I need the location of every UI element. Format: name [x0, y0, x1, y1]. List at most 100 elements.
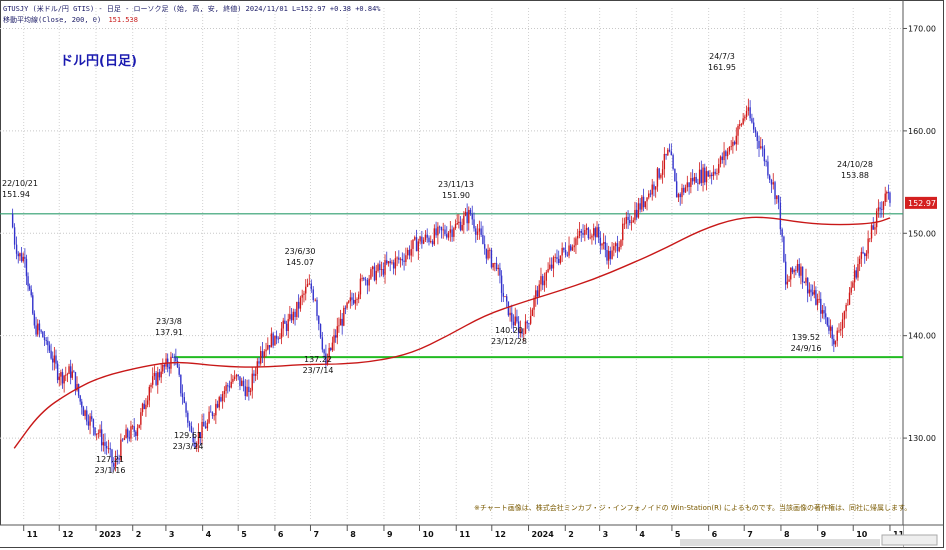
candle-body [511, 312, 513, 322]
candle-body [204, 426, 207, 429]
x-tick-label: 6 [712, 530, 718, 539]
candle-body [272, 333, 274, 346]
candle-body [194, 442, 196, 448]
candle-body [331, 342, 334, 351]
candle-body [45, 340, 47, 341]
annotation-label: 23/11/13 [438, 180, 474, 189]
candle-body [233, 376, 236, 379]
annotation-label: 137.22 [304, 355, 332, 364]
candle-body [192, 432, 194, 443]
candle-body [235, 374, 238, 377]
candle-body [834, 340, 837, 345]
candle-body [709, 174, 711, 177]
candle-body [881, 209, 883, 211]
candle-body [756, 132, 758, 141]
candle-body [550, 264, 553, 269]
candle-body [820, 298, 822, 314]
candle-body [704, 167, 706, 183]
candle-body [728, 146, 731, 152]
candle-body [163, 364, 166, 367]
candle-body [547, 269, 549, 273]
candle-body [125, 429, 127, 439]
candle-body [783, 236, 785, 262]
candle-body [806, 277, 809, 294]
candle-body [371, 266, 374, 270]
candle-body [280, 328, 283, 338]
candle-body [438, 226, 441, 228]
candle-body [260, 351, 262, 364]
candle-body [282, 320, 284, 329]
candle-body [540, 276, 542, 285]
annotation-label: 137.91 [155, 328, 183, 337]
candle-body [399, 258, 402, 260]
candle-body [793, 270, 795, 273]
candle-body [430, 241, 432, 243]
candle-body [89, 416, 91, 426]
candle-body [482, 234, 484, 245]
candle-body [297, 301, 300, 309]
candle-body [478, 228, 481, 232]
candle-body [168, 367, 171, 369]
candle-body [719, 156, 722, 165]
candle-body [37, 323, 39, 335]
candle-body [440, 227, 443, 231]
candle-body [578, 230, 581, 236]
annotation-label: 127.21 [96, 455, 124, 464]
candle-body [105, 445, 108, 449]
candle-body [290, 314, 293, 321]
candle-body [28, 286, 31, 290]
candle-body [201, 421, 203, 438]
chart-title: ドル円(日足) [60, 54, 137, 69]
candle-body [538, 284, 540, 297]
candle-body [790, 267, 792, 280]
candle-body [435, 228, 437, 236]
annotation-label: 24/9/16 [791, 344, 822, 353]
candle-body [726, 151, 729, 157]
candle-body [123, 438, 126, 440]
candle-body [634, 209, 636, 221]
candle-body [380, 269, 383, 270]
candle-body [611, 250, 613, 259]
candle-body [644, 201, 647, 208]
candle-body [375, 270, 377, 281]
candle-body [651, 184, 653, 195]
candle-body [261, 351, 264, 358]
candle-body [223, 390, 226, 395]
annotation-label: 23/1/16 [95, 466, 126, 475]
candle-body [810, 289, 812, 293]
candle-body [225, 385, 227, 391]
candle-body [210, 411, 212, 413]
candle-body [514, 316, 516, 326]
candle-body [349, 297, 352, 302]
candle-body [314, 299, 316, 301]
candle-body [221, 394, 224, 402]
candle-body [368, 278, 370, 286]
candle-body [230, 381, 232, 388]
candle-body [267, 345, 269, 350]
candle-body [637, 203, 640, 218]
candle-body [836, 330, 838, 341]
candle-body [732, 141, 734, 147]
ma-header-label: 移動平均線(Close, 200, 0) [3, 16, 102, 24]
candle-body [310, 283, 312, 290]
candle-body [107, 448, 110, 450]
candle-body [347, 301, 350, 303]
candle-body [808, 289, 811, 294]
candle-body [53, 355, 56, 363]
candle-body [268, 345, 271, 348]
candle-body [674, 168, 676, 182]
candle-body [774, 182, 776, 200]
candle-body [356, 299, 358, 301]
candle-body [358, 294, 360, 300]
candle-body [660, 174, 662, 178]
x-tick-label: 11 [27, 530, 39, 539]
candle-body [405, 255, 407, 262]
candle-body [499, 267, 501, 276]
annotation-label: 151.94 [2, 190, 30, 199]
candle-body [867, 238, 869, 254]
candle-body [476, 231, 479, 235]
x-tick-label: 5 [675, 530, 681, 539]
candle-body [199, 432, 201, 438]
x-tick-label: 4 [206, 530, 212, 539]
